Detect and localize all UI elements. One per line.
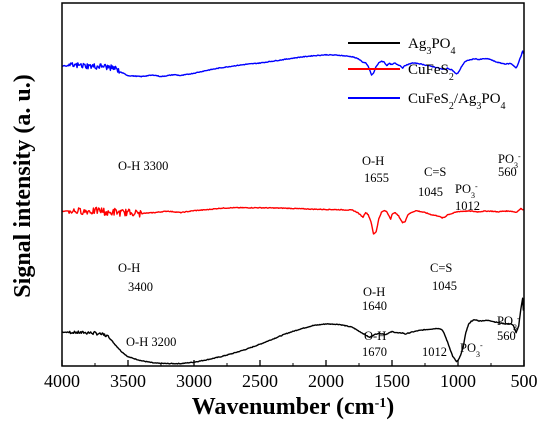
- x-tick-label-2500: 2500: [242, 371, 278, 391]
- anno-560-black: 560: [497, 329, 516, 343]
- anno-1670: 1670: [362, 345, 387, 359]
- anno-oh-1655-label: O-H: [362, 154, 384, 168]
- anno-oh-red-3400: O-H: [118, 261, 140, 275]
- y-axis-title: Signal intensity (a. u.): [10, 74, 36, 297]
- anno-1045-red: 1045: [432, 279, 457, 293]
- series-line-cufes2-ag3po4: [61, 50, 525, 78]
- legend-label-composite: CuFeS2/Ag3PO4: [408, 91, 506, 112]
- annotations-ag3po4: O-H 3200 O-H 1670 1012 PO3- PO3- 560: [126, 314, 520, 360]
- anno-oh-3300: O-H 3300: [118, 159, 168, 173]
- series-curves: [61, 50, 525, 365]
- x-tick-label-3500: 3500: [110, 371, 146, 391]
- series-line-cufes2: [61, 206, 525, 235]
- anno-560-blue: 560: [498, 165, 517, 179]
- x-tick-label-1000: 1000: [440, 371, 476, 391]
- series-line-ag3po4: [61, 297, 525, 365]
- legend-label-ag3po4: Ag3PO4: [408, 36, 456, 57]
- x-tick-label-3000: 3000: [176, 371, 212, 391]
- anno-cs-red: C=S: [430, 261, 452, 275]
- x-axis-title: Wavenumber (cm-1): [192, 394, 395, 420]
- annotations-composite: O-H 3300 O-H 1655 C=S 1045 PO3- 1012 PO3…: [118, 152, 521, 214]
- anno-1012-blue: 1012: [455, 199, 480, 213]
- anno-oh-black-1670: O-H: [364, 329, 386, 343]
- anno-3400: 3400: [128, 280, 153, 294]
- anno-1655: 1655: [364, 171, 389, 185]
- anno-cs-blue: C=S: [424, 165, 446, 179]
- x-axis-ticks: 4000 3500 3000 2500 2000 1500 1000 500: [44, 360, 538, 391]
- anno-oh-3200: O-H 3200: [126, 335, 176, 349]
- anno-1012-black: 1012: [422, 345, 447, 359]
- x-tick-label-1500: 1500: [374, 371, 410, 391]
- annotations-cufes2: O-H 3400 O-H 1640 C=S 1045: [118, 261, 457, 313]
- x-tick-label-4000: 4000: [44, 371, 80, 391]
- anno-1045-blue: 1045: [418, 185, 443, 199]
- anno-1640: 1640: [362, 299, 387, 313]
- x-tick-label-500: 500: [511, 371, 538, 391]
- anno-oh-red-1640: O-H: [363, 285, 385, 299]
- legend: Ag3PO4 CuFeS2 CuFeS2/Ag3PO4: [348, 36, 506, 112]
- x-tick-label-2000: 2000: [308, 371, 344, 391]
- anno-po3-black-1012: PO3-: [460, 341, 483, 359]
- anno-po3-blue-1012: PO3-: [455, 182, 478, 200]
- legend-label-cufes2: CuFeS2: [408, 62, 454, 83]
